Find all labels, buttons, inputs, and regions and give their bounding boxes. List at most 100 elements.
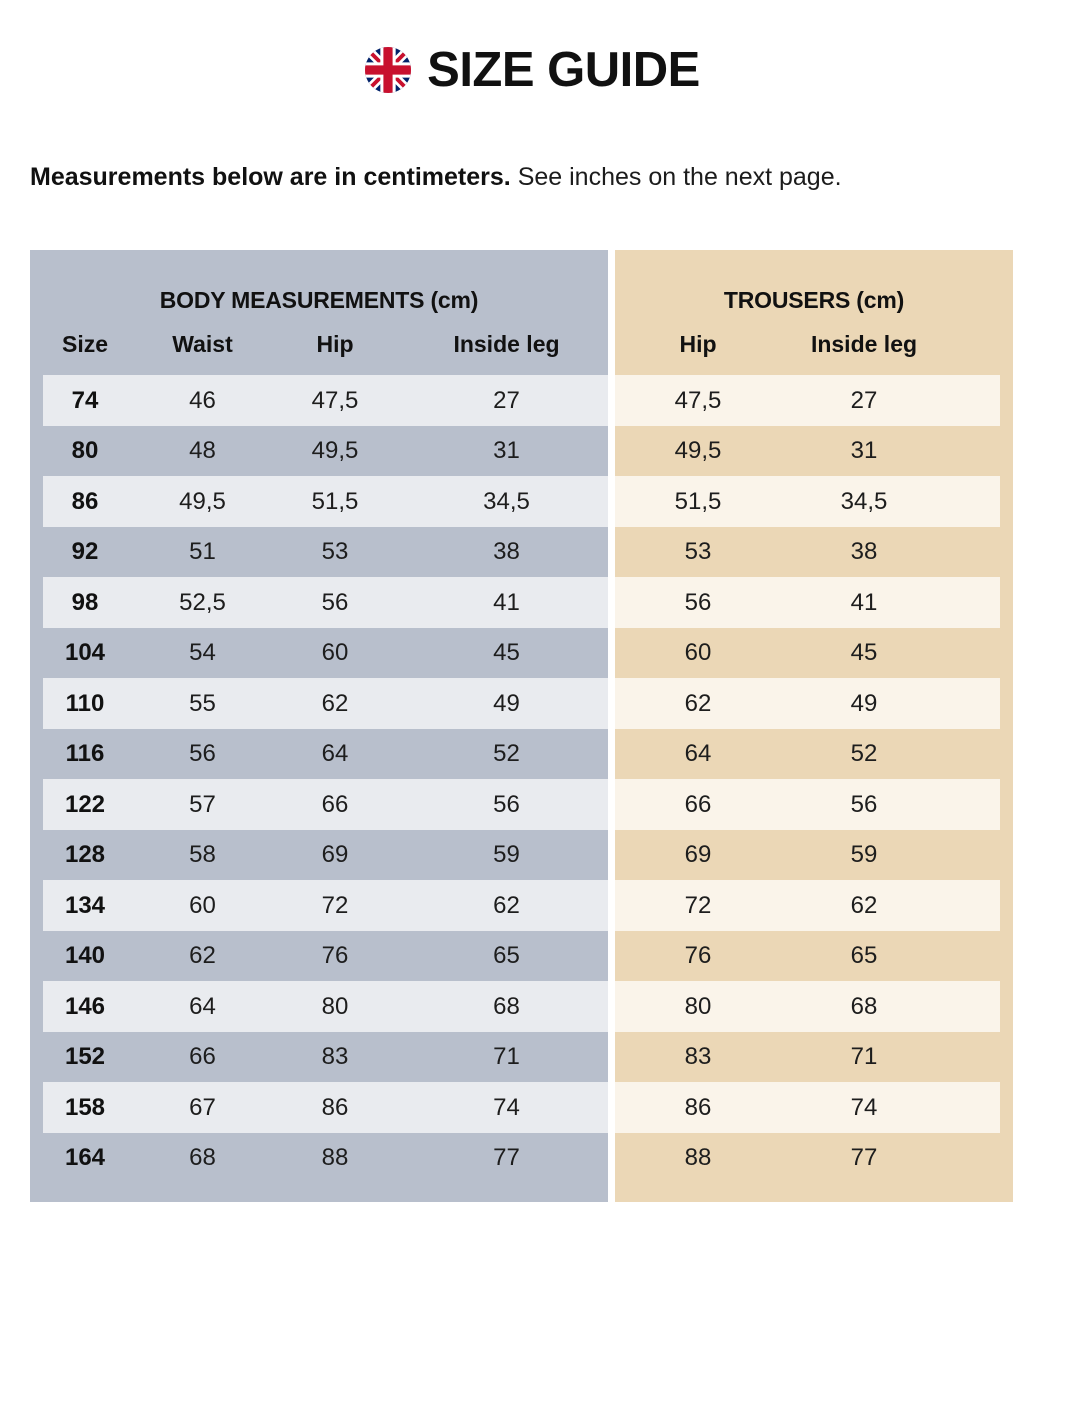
- size-cell: 92: [71, 538, 99, 566]
- trousers-column-headers: Hip Inside leg: [615, 314, 1013, 375]
- trousers-hip-cell: 49,5: [674, 437, 722, 465]
- trousers-hip-cell: 62: [684, 689, 712, 717]
- uk-flag-icon: [365, 47, 412, 94]
- body-column-headers: Size Waist Hip Inside leg: [30, 314, 608, 375]
- waist-cell: 66: [189, 1043, 216, 1071]
- hip-cell: 64: [321, 740, 349, 768]
- size-table: BODY MEASUREMENTS (cm) Size Waist Hip In…: [30, 250, 1035, 1203]
- size-cell: 104: [64, 639, 106, 667]
- size-cell: 116: [65, 740, 105, 768]
- table-row: 66 56: [615, 779, 1013, 830]
- inside-leg-cell: 41: [493, 588, 520, 616]
- table-row: 83 71: [615, 1032, 1013, 1083]
- table-row: 92 51 53 38: [30, 527, 608, 578]
- hip-cell: 56: [321, 588, 349, 616]
- trousers-hip-cell: 53: [684, 538, 712, 566]
- size-cell: 158: [64, 1093, 106, 1121]
- intro-bold-text: Measurements below are in centimeters.: [30, 163, 511, 192]
- page-header: SIZE GUIDE: [0, 0, 1065, 98]
- waist-cell: 64: [189, 992, 216, 1020]
- waist-cell: 62: [189, 942, 216, 970]
- waist-cell: 46: [189, 386, 216, 414]
- table-row: 51,5 34,5: [615, 476, 1013, 527]
- trousers-inside-leg-cell: 27: [850, 386, 878, 414]
- table-row: 47,5 27: [615, 375, 1013, 426]
- table-row: 122 57 66 56: [30, 779, 608, 830]
- inside-leg-cell: 49: [493, 689, 520, 717]
- table-row: 76 65: [615, 931, 1013, 982]
- inside-leg-cell: 45: [493, 639, 520, 667]
- page-title: SIZE GUIDE: [427, 43, 700, 97]
- trousers-hip-cell: 66: [684, 790, 712, 818]
- hip-cell: 49,5: [311, 437, 359, 465]
- waist-cell: 51: [189, 538, 216, 566]
- table-row: 158 67 86 74: [30, 1082, 608, 1133]
- hip-cell: 69: [321, 841, 349, 869]
- trousers-inside-leg-cell: 34,5: [840, 487, 888, 515]
- table-row: 152 66 83 71: [30, 1032, 608, 1083]
- hip-cell: 83: [321, 1043, 349, 1071]
- trousers-inside-leg-cell: 52: [850, 740, 878, 768]
- table-row: 140 62 76 65: [30, 931, 608, 982]
- trousers-inside-leg-cell: 59: [850, 841, 878, 869]
- trousers-inside-leg-cell: 68: [850, 992, 878, 1020]
- trousers-inside-leg-cell: 62: [850, 891, 878, 919]
- table-row: 86 74: [615, 1082, 1013, 1133]
- trousers-hip-cell: 86: [684, 1093, 712, 1121]
- column-header-hip: Hip: [316, 331, 354, 358]
- table-row: 80 68: [615, 981, 1013, 1032]
- size-guide-page: SIZE GUIDE Measurements below are in cen…: [0, 0, 1065, 1203]
- size-cell: 122: [64, 790, 106, 818]
- size-cell: 146: [64, 992, 106, 1020]
- trousers-inside-leg-cell: 56: [850, 790, 878, 818]
- trousers-inside-leg-cell: 38: [850, 538, 878, 566]
- size-cell: 110: [65, 689, 105, 717]
- trousers-inside-leg-cell: 49: [850, 689, 878, 717]
- inside-leg-cell: 65: [493, 942, 520, 970]
- table-row: 104 54 60 45: [30, 628, 608, 679]
- trousers-hip-cell: 72: [684, 891, 712, 919]
- trousers-inside-leg-cell: 65: [850, 942, 878, 970]
- inside-leg-cell: 34,5: [483, 487, 530, 515]
- table-row: 56 41: [615, 577, 1013, 628]
- column-header-inside-leg: Inside leg: [453, 331, 560, 358]
- trousers-inside-leg-cell: 45: [850, 639, 878, 667]
- hip-cell: 88: [321, 1144, 349, 1172]
- table-row: 88 77: [615, 1133, 1013, 1184]
- hip-cell: 60: [321, 639, 349, 667]
- size-cell: 98: [71, 588, 99, 616]
- table-row: 134 60 72 62: [30, 880, 608, 931]
- hip-cell: 53: [321, 538, 349, 566]
- hip-cell: 51,5: [311, 487, 359, 515]
- size-cell: 140: [64, 942, 106, 970]
- table-row: 146 64 80 68: [30, 981, 608, 1032]
- table-row: 53 38: [615, 527, 1013, 578]
- column-header-trousers-hip: Hip: [679, 331, 717, 358]
- intro-note-text: See inches on the next page.: [510, 163, 842, 192]
- waist-cell: 54: [189, 639, 216, 667]
- body-section-title: BODY MEASUREMENTS (cm): [159, 287, 479, 314]
- trousers-inside-leg-cell: 41: [850, 588, 878, 616]
- waist-cell: 67: [189, 1093, 216, 1121]
- size-cell: 152: [64, 1043, 106, 1071]
- size-cell: 164: [64, 1144, 106, 1172]
- table-row: 80 48 49,5 31: [30, 426, 608, 477]
- trousers-inside-leg-cell: 71: [850, 1043, 878, 1071]
- inside-leg-cell: 56: [493, 790, 520, 818]
- body-rows: 74 46 47,5 27 80 48 49,5 31 86 49,5 51,5 34,5 92 51 53…: [30, 375, 608, 1183]
- trousers-inside-leg-cell: 31: [850, 437, 878, 465]
- hip-cell: 47,5: [311, 386, 359, 414]
- hip-cell: 80: [321, 992, 349, 1020]
- hip-cell: 76: [321, 942, 349, 970]
- table-row: 98 52,5 56 41: [30, 577, 608, 628]
- table-row: 49,5 31: [615, 426, 1013, 477]
- inside-leg-cell: 62: [493, 891, 520, 919]
- hip-cell: 72: [321, 891, 349, 919]
- table-row: 86 49,5 51,5 34,5: [30, 476, 608, 527]
- table-row: 164 68 88 77: [30, 1133, 608, 1184]
- table-row: 60 45: [615, 628, 1013, 679]
- inside-leg-cell: 74: [493, 1093, 520, 1121]
- hip-cell: 62: [321, 689, 349, 717]
- table-row: 69 59: [615, 830, 1013, 881]
- table-row: 110 55 62 49: [30, 678, 608, 729]
